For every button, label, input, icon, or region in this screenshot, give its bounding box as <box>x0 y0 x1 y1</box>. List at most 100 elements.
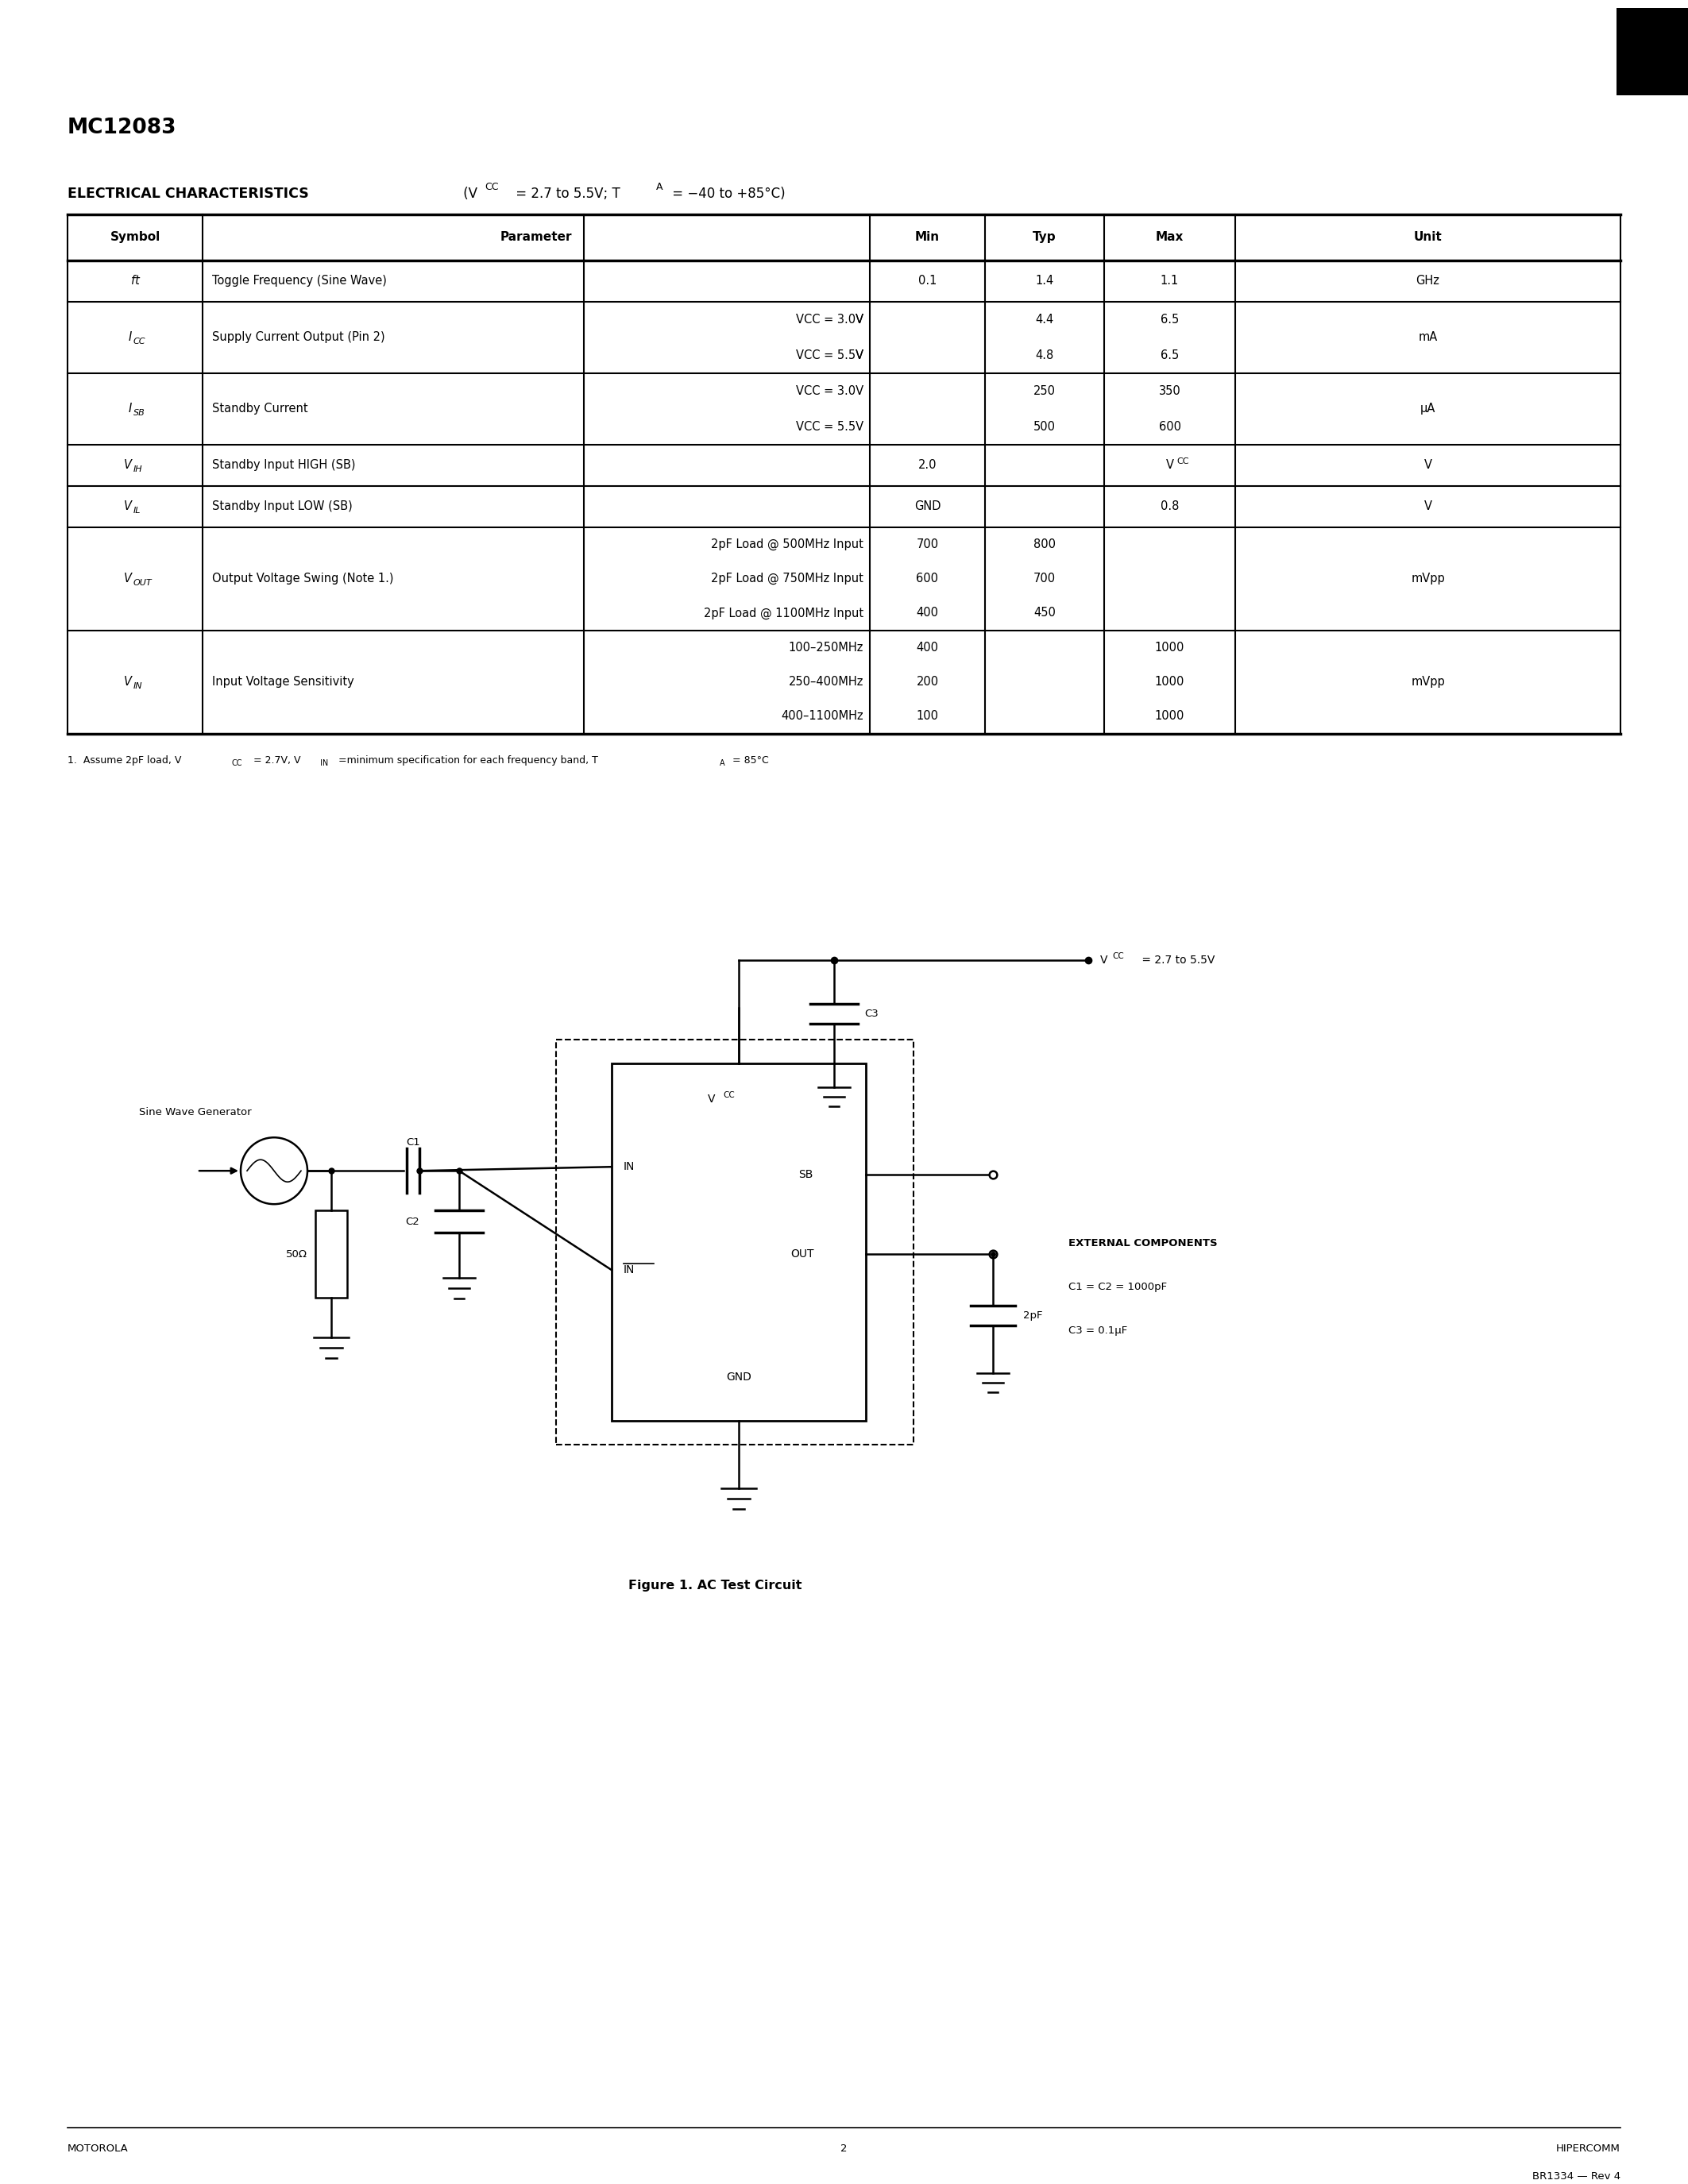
Text: 2pF: 2pF <box>1023 1310 1043 1321</box>
Text: 2pF Load @ 1100MHz Input: 2pF Load @ 1100MHz Input <box>704 607 864 618</box>
Text: 200: 200 <box>917 675 939 688</box>
Text: 700: 700 <box>917 537 939 550</box>
Text: mVpp: mVpp <box>1411 675 1445 688</box>
Text: Standby Current: Standby Current <box>213 402 307 415</box>
Text: 2.0: 2.0 <box>918 459 937 472</box>
Text: ELECTRICAL CHARACTERISTICS: ELECTRICAL CHARACTERISTICS <box>68 186 309 201</box>
Text: OUT: OUT <box>790 1249 814 1260</box>
Text: 6.5: 6.5 <box>1160 314 1178 325</box>
Text: mA: mA <box>1418 332 1438 343</box>
Text: 800: 800 <box>1033 537 1055 550</box>
Text: BR1334 — Rev 4: BR1334 — Rev 4 <box>1533 2171 1620 2182</box>
Text: C1: C1 <box>407 1138 420 1149</box>
Text: 2pF Load @ 750MHz Input: 2pF Load @ 750MHz Input <box>711 572 864 585</box>
Text: Min: Min <box>915 232 940 242</box>
Text: A: A <box>719 760 724 767</box>
Text: 500: 500 <box>1033 422 1055 432</box>
Bar <box>611 1064 866 1422</box>
Text: CC: CC <box>231 760 241 767</box>
Text: 0.8: 0.8 <box>1160 500 1178 513</box>
Text: ft: ft <box>130 275 140 286</box>
Text: = 85°C: = 85°C <box>729 756 768 767</box>
Text: V: V <box>1166 459 1173 472</box>
Text: V: V <box>123 500 132 513</box>
Text: 4.4: 4.4 <box>1035 314 1053 325</box>
Text: MOTOROLA: MOTOROLA <box>68 2143 128 2153</box>
Text: 2pF Load @ 500MHz Input: 2pF Load @ 500MHz Input <box>711 537 864 550</box>
Text: SB: SB <box>133 408 145 417</box>
Text: 6.5: 6.5 <box>1160 349 1178 360</box>
Text: Symbol: Symbol <box>110 232 160 242</box>
Text: Input Voltage Sensitivity: Input Voltage Sensitivity <box>213 675 354 688</box>
Text: Supply Current Output (Pin 2): Supply Current Output (Pin 2) <box>213 332 385 343</box>
Text: OUT: OUT <box>133 579 152 587</box>
Text: VCC = 5.5V: VCC = 5.5V <box>795 349 864 360</box>
Text: = 2.7V, V: = 2.7V, V <box>250 756 300 767</box>
Text: SB: SB <box>798 1168 814 1179</box>
Text: 1.  Assume 2pF load, V: 1. Assume 2pF load, V <box>68 756 181 767</box>
Text: V: V <box>856 349 864 360</box>
Text: IN: IN <box>321 760 327 767</box>
Text: V: V <box>123 572 132 585</box>
Bar <box>316 1210 348 1297</box>
Text: = 2.7 to 5.5V; T: = 2.7 to 5.5V; T <box>511 186 619 201</box>
Text: IN: IN <box>623 1265 635 1275</box>
Text: GND: GND <box>726 1372 751 1382</box>
Text: CC: CC <box>1177 456 1188 465</box>
Text: Sine Wave Generator: Sine Wave Generator <box>138 1107 252 1118</box>
Text: Figure 1. AC Test Circuit: Figure 1. AC Test Circuit <box>628 1579 802 1592</box>
Text: 600: 600 <box>1158 422 1182 432</box>
Text: 400: 400 <box>917 642 939 653</box>
Text: 50Ω: 50Ω <box>285 1249 307 1260</box>
Text: CC: CC <box>1112 952 1124 961</box>
Text: Standby Input HIGH (SB): Standby Input HIGH (SB) <box>213 459 356 472</box>
Text: IN: IN <box>623 1162 635 1173</box>
Text: C3: C3 <box>864 1009 878 1018</box>
Text: Typ: Typ <box>1033 232 1057 242</box>
Text: (V: (V <box>459 186 478 201</box>
Text: =minimum specification for each frequency band, T: =minimum specification for each frequenc… <box>336 756 598 767</box>
Text: 4.8: 4.8 <box>1035 349 1053 360</box>
Text: 1.4: 1.4 <box>1035 275 1053 286</box>
Text: V: V <box>123 459 132 472</box>
Text: CC: CC <box>484 181 498 192</box>
Text: 700: 700 <box>1033 572 1055 585</box>
Text: 450: 450 <box>1033 607 1055 618</box>
Text: Parameter: Parameter <box>500 232 572 242</box>
Text: I: I <box>128 402 132 415</box>
Text: V: V <box>856 314 864 325</box>
Text: Standby Input LOW (SB): Standby Input LOW (SB) <box>213 500 353 513</box>
Text: 100–250MHz: 100–250MHz <box>788 642 864 653</box>
Text: IH: IH <box>133 465 143 474</box>
Text: μA: μA <box>1420 402 1435 415</box>
Text: CC: CC <box>722 1092 734 1099</box>
Text: GND: GND <box>915 500 940 513</box>
Text: Max: Max <box>1156 232 1183 242</box>
Text: 250: 250 <box>1033 384 1055 397</box>
Text: C3 = 0.1μF: C3 = 0.1μF <box>1069 1326 1128 1337</box>
Text: MC12083: MC12083 <box>68 118 177 138</box>
Text: V: V <box>123 675 132 688</box>
Text: 250–400MHz: 250–400MHz <box>788 675 864 688</box>
Bar <box>555 1040 913 1444</box>
Text: Output Voltage Swing (Note 1.): Output Voltage Swing (Note 1.) <box>213 572 393 585</box>
Text: V: V <box>1101 954 1107 965</box>
Text: IL: IL <box>133 507 142 515</box>
Text: Toggle Frequency (Sine Wave): Toggle Frequency (Sine Wave) <box>213 275 387 286</box>
Text: V: V <box>1425 500 1431 513</box>
Text: 0.1: 0.1 <box>918 275 937 286</box>
Text: 100: 100 <box>917 710 939 723</box>
Text: I: I <box>128 332 132 343</box>
Text: C1 = C2 = 1000pF: C1 = C2 = 1000pF <box>1069 1282 1166 1293</box>
Text: VCC = 5.5V: VCC = 5.5V <box>795 422 864 432</box>
Text: = −40 to +85°C): = −40 to +85°C) <box>668 186 785 201</box>
Text: HIPERCOMM: HIPERCOMM <box>1556 2143 1620 2153</box>
Text: 1000: 1000 <box>1155 710 1185 723</box>
Text: C2: C2 <box>405 1216 419 1227</box>
Text: IN: IN <box>133 681 143 690</box>
Text: 400–1100MHz: 400–1100MHz <box>782 710 864 723</box>
Text: EXTERNAL COMPONENTS: EXTERNAL COMPONENTS <box>1069 1238 1217 1249</box>
Text: Unit: Unit <box>1413 232 1442 242</box>
Text: V: V <box>707 1094 716 1105</box>
Text: 350: 350 <box>1158 384 1180 397</box>
